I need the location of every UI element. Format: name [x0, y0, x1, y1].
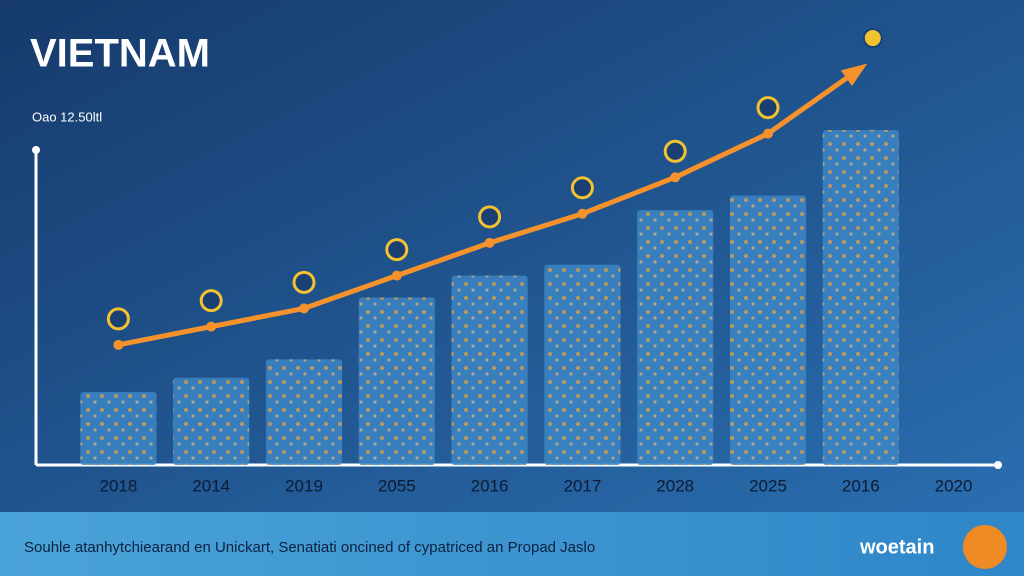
- arrow-head: [840, 63, 868, 87]
- point: [113, 339, 124, 350]
- point: [206, 321, 217, 332]
- x-tick-label: 2018: [99, 476, 137, 495]
- coin-icon: [570, 176, 594, 200]
- bar-texture: [358, 297, 435, 465]
- x-tick-label: 2028: [656, 476, 694, 495]
- bar-texture: [80, 392, 157, 465]
- coin-icon: [862, 28, 883, 49]
- point: [391, 270, 402, 281]
- bar-texture: [729, 195, 807, 465]
- coin-icon: [292, 270, 316, 294]
- coin-icon: [663, 139, 687, 163]
- point: [299, 303, 309, 314]
- coin-icon: [199, 289, 223, 313]
- axis-end: [994, 461, 1002, 469]
- x-tick-label: 2025: [749, 476, 787, 495]
- chart-title: VIETNAM: [30, 32, 210, 76]
- point: [670, 172, 681, 183]
- x-tick-label: 2016: [842, 476, 880, 495]
- x-tick-label: 2014: [192, 476, 230, 495]
- x-tick-label: 2020: [935, 476, 973, 495]
- coin-icon: [756, 96, 780, 120]
- bar-texture: [173, 377, 250, 465]
- x-tick-label: 2017: [563, 476, 601, 495]
- coin-icon: [106, 307, 130, 331]
- bar-texture: [544, 264, 621, 465]
- bar-texture: [265, 359, 343, 465]
- coin-icon: [478, 205, 502, 229]
- logo-text: woetain: [859, 536, 934, 558]
- axis-end: [32, 146, 40, 154]
- bar-texture: [822, 129, 899, 465]
- bar-texture: [637, 210, 714, 465]
- point: [763, 128, 773, 139]
- point: [484, 237, 495, 248]
- logo-icon: [963, 525, 1007, 569]
- x-tick-label: 2019: [285, 476, 323, 495]
- bar-texture: [451, 275, 528, 465]
- footer-band: [0, 512, 1024, 576]
- coin-icon: [385, 238, 409, 262]
- x-tick-label: 2055: [378, 476, 416, 495]
- point: [577, 208, 588, 219]
- x-tick-label: 2016: [471, 476, 509, 495]
- chart-subtitle: Oao 12.50ltl: [32, 109, 102, 124]
- footer-text: Souhle atanhytchiearand en Unickart, Sen…: [24, 539, 595, 556]
